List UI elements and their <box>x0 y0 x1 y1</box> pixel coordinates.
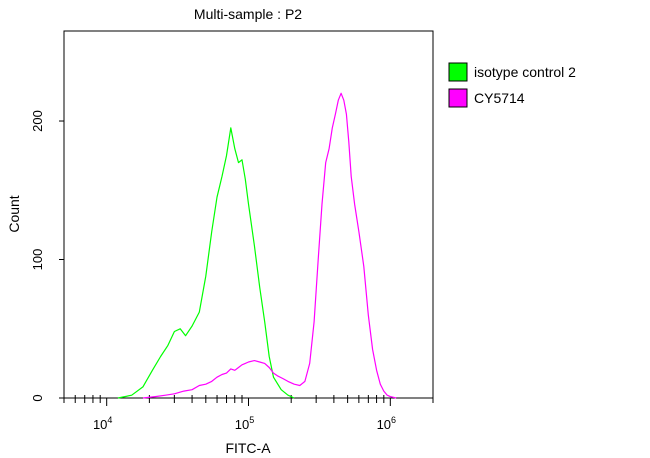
x-axis-ticks: 104 105 106 <box>93 415 396 432</box>
x-tick-label: 104 <box>93 415 112 432</box>
y-tick-label: 0 <box>30 394 45 401</box>
x-tick-base: 10 <box>93 417 107 432</box>
chart-title: Multi-sample : P2 <box>194 6 302 22</box>
legend-swatch <box>448 88 468 108</box>
x-axis-label: FITC-A <box>225 440 271 456</box>
x-tick-exponent: 5 <box>249 415 254 425</box>
x-tick-label: 105 <box>235 415 254 432</box>
x-tick-base: 10 <box>377 417 391 432</box>
series-line-2 <box>142 92 397 399</box>
legend-label: CY5714 <box>474 90 525 106</box>
x-minor-ticks <box>63 395 434 406</box>
y-axis-ticks: 0 100 200 <box>30 110 64 402</box>
x-tick-label: 106 <box>377 415 396 432</box>
y-axis-label: Count <box>6 195 22 232</box>
series-layer <box>117 92 397 399</box>
y-tick-label: 100 <box>30 249 45 271</box>
x-tick-exponent: 6 <box>391 415 396 425</box>
x-tick-exponent: 4 <box>107 415 112 425</box>
legend-label: isotype control 2 <box>474 64 576 80</box>
plot-frame <box>63 30 434 399</box>
x-tick-base: 10 <box>235 417 249 432</box>
legend: isotype control 2 CY5714 <box>448 62 576 108</box>
y-tick-label: 200 <box>30 110 45 132</box>
legend-swatch <box>448 62 468 82</box>
series-line-1 <box>117 127 295 399</box>
